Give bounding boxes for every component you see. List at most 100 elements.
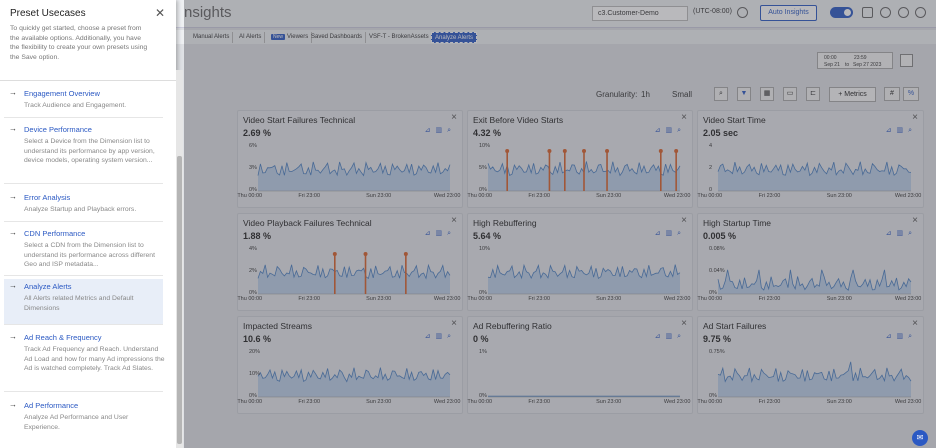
count-toggle[interactable]: # <box>884 87 900 101</box>
close-icon[interactable]: × <box>912 215 918 226</box>
close-icon[interactable]: × <box>912 112 918 123</box>
metric-chart <box>488 395 680 398</box>
series-line <box>257 367 451 383</box>
alert-dot <box>582 149 586 153</box>
arrow-right-icon: → <box>9 88 17 97</box>
tab-analyze-alerts[interactable]: Analyze Alerts <box>431 32 478 43</box>
chart-type-icons[interactable]: ⊿▥⌕ <box>424 127 456 134</box>
preset-item-cdn-performance[interactable]: → CDN Performance Select a CDN from the … <box>4 226 163 276</box>
chat-icon[interactable] <box>862 7 873 18</box>
x-tick-label: Wed 23:00 <box>433 193 461 199</box>
chart-type-icons[interactable]: ⊿▥⌕ <box>654 333 686 340</box>
compare-icon[interactable]: ▦ <box>760 87 774 101</box>
new-badge: New <box>271 34 286 40</box>
y-tick-label: 6% <box>249 143 257 149</box>
close-icon[interactable]: × <box>451 318 457 329</box>
theme-toggle[interactable] <box>830 7 853 18</box>
chart-type-icons[interactable]: ⊿▥⌕ <box>885 333 917 340</box>
auto-insights-button[interactable]: Auto Insights <box>760 5 817 21</box>
arrow-right-icon: → <box>9 228 17 237</box>
preset-item-error-analysis[interactable]: → Error Analysis Analyze Startup and Pla… <box>4 190 163 222</box>
x-tick-label: Wed 23:00 <box>433 399 461 405</box>
x-tick-label: Sun 23:00 <box>826 296 852 302</box>
chart-type-icons[interactable]: ⊿▥⌕ <box>424 333 456 340</box>
filter-icon[interactable]: ▼ <box>737 87 751 101</box>
metric-chart <box>257 252 451 295</box>
y-tick-label: 4 <box>709 143 713 149</box>
chart-type-icons[interactable]: ⊿▥⌕ <box>654 230 686 237</box>
date-separator: to <box>845 62 850 68</box>
close-icon[interactable]: ✕ <box>155 6 166 20</box>
preset-desc: Select a Device from the Dimension list … <box>24 138 155 164</box>
series-area <box>258 264 450 294</box>
y-tick-label: 20% <box>249 349 261 355</box>
x-tick-label: Sun 23:00 <box>366 296 392 302</box>
metric-title: Impacted Streams <box>243 321 312 331</box>
info-icon[interactable] <box>737 7 748 18</box>
tab-manual-alerts[interactable]: Manual Alerts <box>190 32 234 43</box>
chart-type-icons[interactable]: ⊿▥⌕ <box>885 127 917 134</box>
metric-chart <box>717 161 912 192</box>
close-icon[interactable]: × <box>681 112 687 123</box>
x-tick-label: Fri 23:00 <box>528 296 551 302</box>
granularity-select[interactable]: 1h <box>641 90 650 99</box>
x-tick-label: Fri 23:00 <box>528 193 551 199</box>
date-to-time: 23:59 <box>854 55 867 61</box>
metric-title: Video Start Time <box>703 115 766 125</box>
preset-desc: Select a CDN from the Dimension list to … <box>24 242 155 268</box>
preset-item-analyze-alerts[interactable]: → Analyze Alerts All Alerts related Metr… <box>4 279 163 325</box>
metric-card: Video Playback Failures Technical 1.88 % ×… <box>237 213 463 311</box>
support-chat-button[interactable]: ✉ <box>912 430 928 446</box>
preset-desc: Track Ad Frequency and Reach. Understand… <box>24 346 165 372</box>
x-tick-label: Sun 23:00 <box>366 193 392 199</box>
preset-desc: All Alerts related Metrics and Default D… <box>24 295 134 312</box>
panel-intro: To quickly get started, choose a preset … <box>10 25 148 61</box>
chart-type-icons[interactable]: ⊿▥⌕ <box>654 127 686 134</box>
tab-viewers[interactable]: New Viewers <box>268 32 313 43</box>
chart-type-icons[interactable]: ⊿▥⌕ <box>424 230 456 237</box>
preset-item-ad-performance[interactable]: → Ad Performance Analyze Ad Performance … <box>4 398 163 434</box>
x-tick-label: Thu 00:00 <box>467 399 493 405</box>
add-metrics-button[interactable]: + Metrics <box>829 87 876 102</box>
series-area <box>718 361 911 397</box>
tab-vsft-brokenassets[interactable]: VSF-T - BrokenAssets <box>366 32 433 43</box>
metric-title: Video Playback Failures Technical <box>243 218 372 228</box>
gear-icon[interactable] <box>915 7 926 18</box>
y-tick-label: 0.04% <box>709 268 725 274</box>
bell-icon[interactable] <box>880 7 891 18</box>
close-icon[interactable]: × <box>681 318 687 329</box>
x-tick-label: Thu 00:00 <box>697 296 723 302</box>
percent-toggle[interactable]: % <box>903 87 919 101</box>
series-area <box>258 161 450 191</box>
tab-ai-alerts[interactable]: AI Alerts <box>236 32 266 43</box>
close-icon[interactable]: × <box>451 112 457 123</box>
series-line <box>717 161 912 177</box>
arrow-right-icon: → <box>9 192 17 201</box>
panel-scrollbar-thumb[interactable] <box>177 156 182 444</box>
date-range-picker[interactable]: 00:00 23:59 Sep 21 to Sep 27 2023 <box>817 52 893 69</box>
tab-saved-dashboards[interactable]: Saved Dashboards <box>308 32 367 43</box>
preset-item-ad-reach-frequency[interactable]: → Ad Reach & Frequency Track Ad Frequenc… <box>4 330 165 392</box>
layout-icon[interactable]: ⊏ <box>806 87 820 101</box>
metric-title: Ad Rebuffering Ratio <box>473 321 552 331</box>
chart-type-icons[interactable]: ⊿▥⌕ <box>885 230 917 237</box>
help-icon[interactable] <box>898 7 909 18</box>
preset-item-device-performance[interactable]: → Device Performance Select a Device fro… <box>4 122 163 184</box>
preset-name: CDN Performance <box>24 229 86 238</box>
y-tick-label: 2 <box>709 165 713 171</box>
x-tick-label: Wed 23:00 <box>663 193 691 199</box>
annotation-icon[interactable]: ▭ <box>783 87 797 101</box>
customer-select[interactable]: c3.Customer-Demo <box>592 6 688 21</box>
metric-chart <box>717 361 912 398</box>
metric-card: Video Start Failures Technical 2.69 % × ⊿▥⌕… <box>237 110 463 208</box>
close-icon[interactable]: × <box>451 215 457 226</box>
close-icon[interactable]: × <box>681 215 687 226</box>
y-tick-label: 0% <box>249 290 257 296</box>
size-select[interactable]: Small <box>672 90 693 99</box>
close-icon[interactable]: × <box>912 318 918 329</box>
metric-chart <box>257 367 451 398</box>
preset-item-engagement-overview[interactable]: → Engagement Overview Track Audience and… <box>4 86 163 118</box>
preset-desc: Track Audience and Engagement. <box>24 102 127 109</box>
download-icon[interactable] <box>900 54 913 67</box>
zoom-icon[interactable]: ⌕ <box>714 87 728 101</box>
